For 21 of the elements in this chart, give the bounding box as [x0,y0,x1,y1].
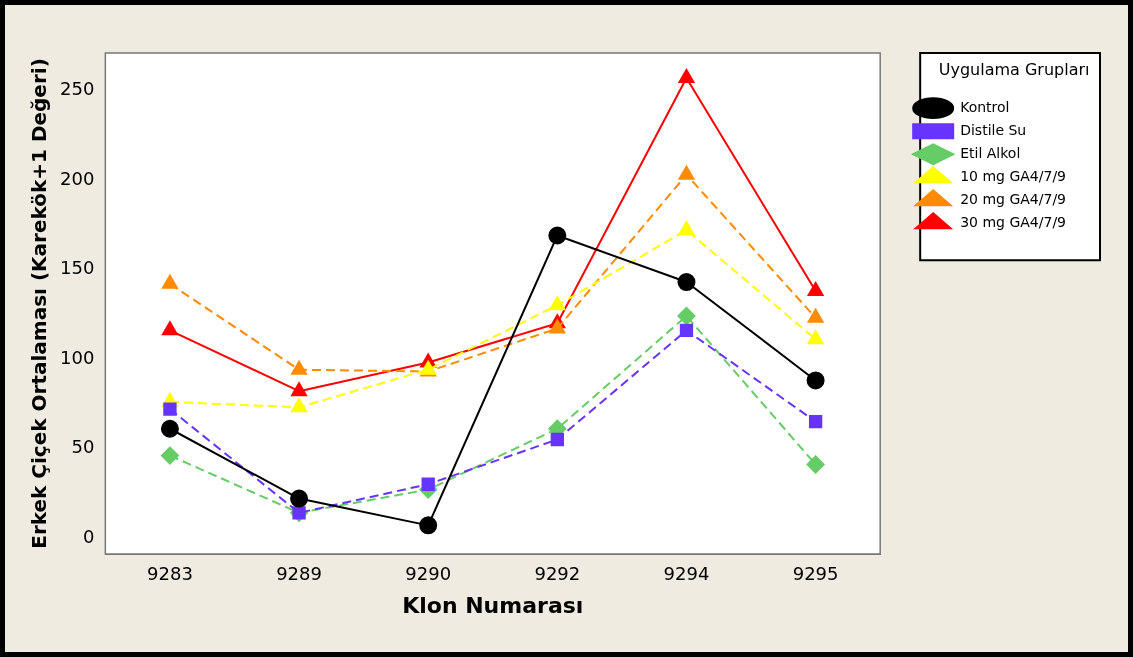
x-tick-label: 9290 [405,563,452,585]
x-tick-label: 9289 [276,563,322,585]
y-tick-label: 0 [82,525,95,547]
legend-label: 10 mg GA4/7/9 [960,167,1067,184]
y-tick-label: 200 [60,167,95,189]
y-tick-label: 150 [60,257,95,279]
y-tick-label: 50 [71,436,95,458]
legend-label: Distile Su [960,121,1027,138]
legend-label: Etil Alkol [960,144,1021,161]
legend-title: Uygulama Grupları [938,60,1090,80]
legend-label: Kontrol [960,98,1010,115]
legend-label: 30 mg GA4/7/9 [960,213,1067,230]
y-tick-label: 250 [60,78,95,100]
y-axis-title: Erkek Çiçek Ortalaması (Karekök+1 Değeri) [27,58,52,549]
y-tick-label: 100 [60,346,95,368]
x-tick-label: 9292 [534,563,581,585]
x-tick-label: 9283 [147,563,193,585]
x-axis-title: Klon Numarası [402,592,584,618]
legend-label: 20 mg GA4/7/9 [960,190,1067,207]
x-tick-label: 9295 [792,563,839,585]
x-tick-label: 9294 [663,563,710,585]
